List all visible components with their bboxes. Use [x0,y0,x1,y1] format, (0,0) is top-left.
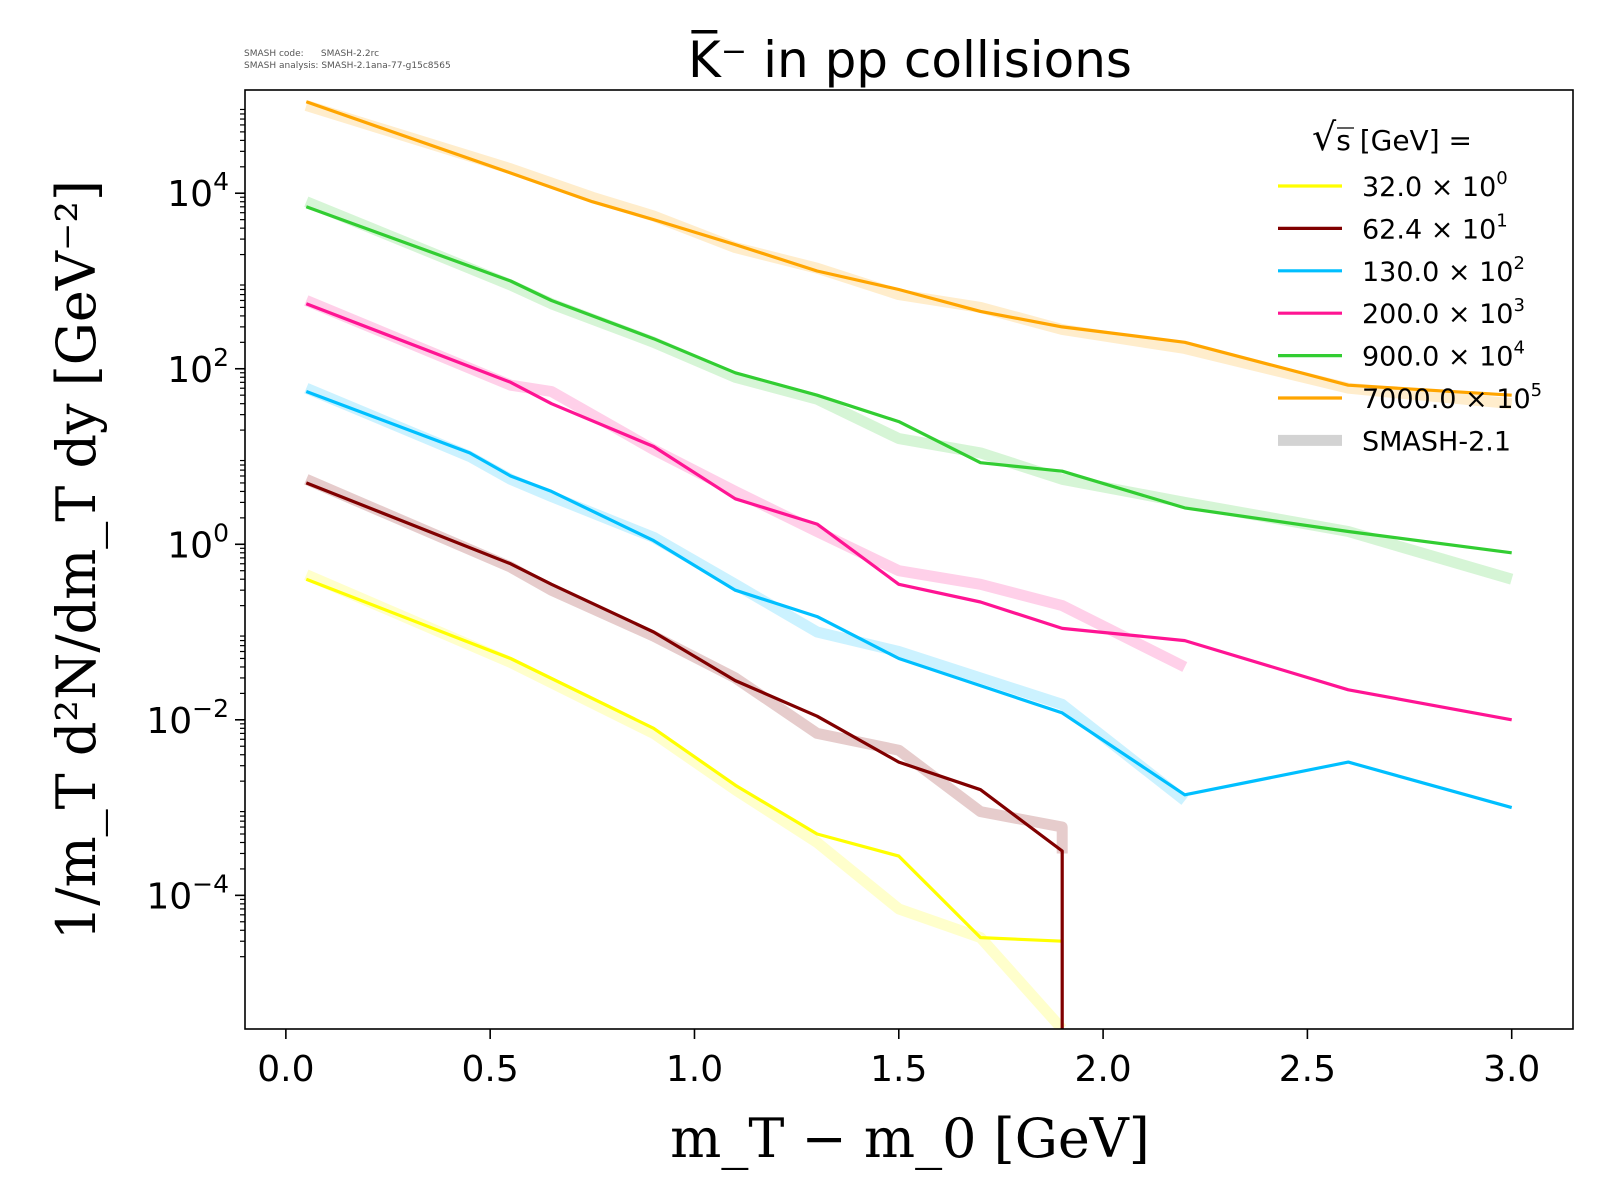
legend-reference-label: SMASH-2.1 [1362,426,1511,457]
x-tick-label: 3.0 [1483,1049,1540,1090]
x-tick-label: 1.5 [870,1049,927,1090]
series-line-5 [305,100,1512,397]
legend-label: 62.4 × 101 [1362,210,1508,245]
y-axis-label: 1/m_T d²N/dm_T dy [GeV⁻²] [45,180,108,940]
series-line-0 [305,577,1063,943]
series-line-1 [305,481,1064,1029]
y-tick-label: 100 [167,518,229,566]
reference-line-0 [304,569,1067,1029]
plot-frame [244,89,1574,1030]
series-line-2 [305,390,1513,810]
x-tick-label: 1.0 [666,1049,723,1090]
x-tick-label: 0.5 [462,1049,519,1090]
reference-line-4 [304,196,1514,585]
legend-label: 32.0 × 100 [1362,168,1508,203]
reference-curves [304,100,1514,1029]
legend: √s [GeV] = 32.0 × 100 62.4 × 101 130.0 × 10… [1278,115,1542,457]
legend-label: 130.0 × 102 [1362,253,1525,288]
y-axis: 10−4 10−2 100 102 104 [146,108,245,958]
series-line-4 [305,205,1512,555]
legend-label: 7000.0 × 105 [1362,380,1542,415]
x-tick-label: 2.5 [1279,1049,1336,1090]
legend-label: 200.0 × 103 [1362,295,1525,330]
plot-area [244,89,1574,1030]
series-line-3 [305,302,1512,722]
x-tick-label: 0.0 [257,1049,314,1090]
smash-code-version: SMASH code: SMASH-2.2rc [244,49,380,59]
series-curves [305,100,1513,1029]
legend-title: √s [GeV] = [1312,115,1472,159]
y-tick-label: 102 [167,343,229,391]
y-tick-label: 10−4 [146,869,229,917]
y-tick-label: 10−2 [146,694,229,742]
reference-line-2 [304,383,1189,805]
reference-line-3 [306,301,1511,694]
legend-label: 900.0 × 104 [1362,338,1525,373]
chart-title: K̅⁻ in pp collisions [688,30,1132,89]
y-tick-label: 104 [167,167,229,215]
x-axis-label: m_T − m_0 [GeV] [670,1107,1150,1170]
x-tick-label: 2.0 [1074,1049,1131,1090]
x-axis: 0.0 0.5 1.0 1.5 2.0 2.5 3.0 [257,1029,1540,1090]
smash-analysis-version: SMASH analysis: SMASH-2.1ana-77-g15c8565 [244,61,451,71]
